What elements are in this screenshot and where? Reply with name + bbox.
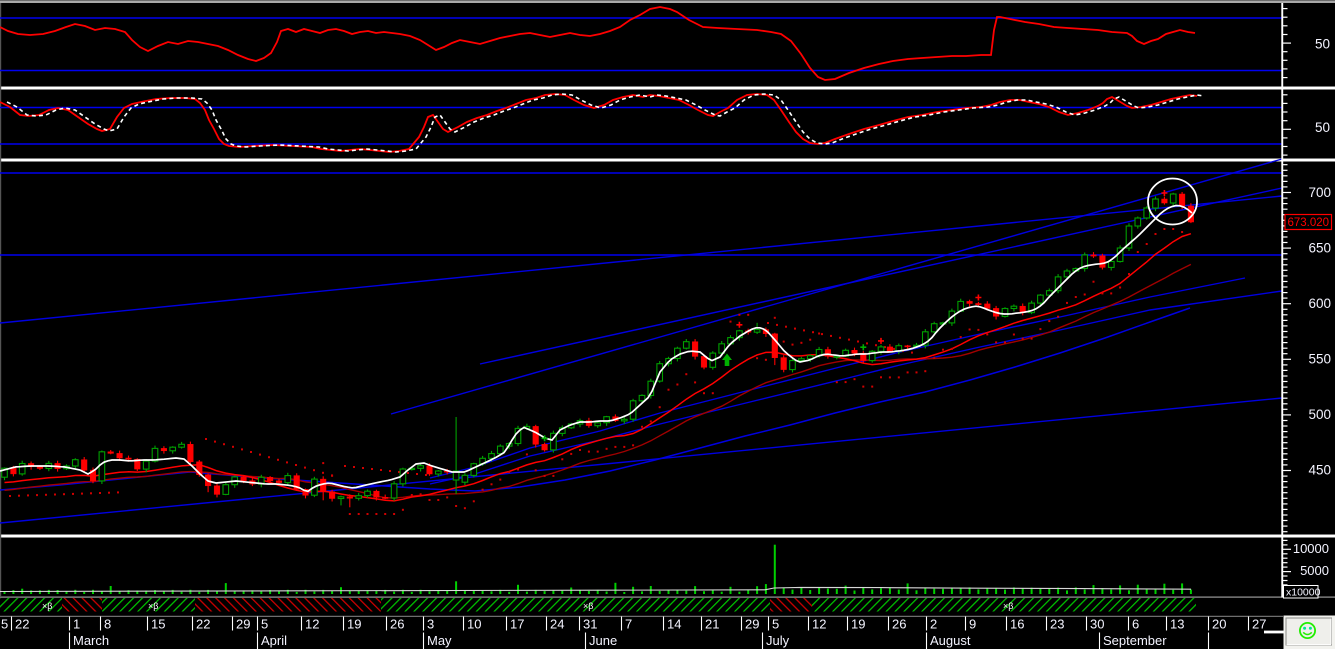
svg-text:50: 50 [1315, 120, 1330, 135]
svg-text:500: 500 [1308, 407, 1331, 422]
svg-text:7: 7 [625, 617, 632, 632]
svg-text:3: 3 [427, 617, 434, 632]
svg-text:19: 19 [851, 617, 865, 632]
svg-text:50: 50 [1315, 37, 1330, 52]
svg-text:x10000: x10000 [1286, 587, 1321, 599]
svg-text:29: 29 [236, 617, 250, 632]
svg-text:May: May [427, 633, 452, 648]
svg-text:12: 12 [812, 617, 826, 632]
svg-text:12: 12 [305, 617, 319, 632]
svg-text:April: April [261, 633, 287, 648]
svg-text:14: 14 [667, 617, 681, 632]
svg-text:5000: 5000 [1300, 563, 1329, 578]
svg-text:22: 22 [15, 617, 29, 632]
svg-text:31: 31 [583, 617, 597, 632]
svg-text:550: 550 [1308, 352, 1331, 367]
svg-text:21: 21 [705, 617, 719, 632]
svg-text:15: 15 [151, 617, 165, 632]
svg-text:6: 6 [1132, 617, 1139, 632]
svg-text:26: 26 [390, 617, 404, 632]
svg-text:22: 22 [196, 617, 210, 632]
svg-text:29: 29 [745, 617, 759, 632]
svg-text:650: 650 [1308, 241, 1331, 256]
svg-text:17: 17 [510, 617, 524, 632]
svg-text:700: 700 [1308, 185, 1331, 200]
svg-text:20: 20 [1212, 617, 1226, 632]
svg-text:450: 450 [1308, 463, 1331, 478]
svg-text:30: 30 [1090, 617, 1104, 632]
svg-text:5: 5 [772, 617, 779, 632]
svg-text:27: 27 [1252, 617, 1266, 632]
svg-text:26: 26 [892, 617, 906, 632]
svg-text:5: 5 [261, 617, 268, 632]
svg-text:16: 16 [1010, 617, 1024, 632]
svg-text:September: September [1103, 633, 1167, 648]
svg-text:19: 19 [347, 617, 361, 632]
svg-text:673.020: 673.020 [1288, 217, 1330, 229]
svg-text:×β: ×β [148, 601, 158, 611]
svg-text:24: 24 [550, 617, 564, 632]
svg-text:×β: ×β [42, 601, 52, 611]
svg-text:2: 2 [930, 617, 937, 632]
svg-text:×β: ×β [1003, 601, 1013, 611]
svg-text:June: June [589, 633, 617, 648]
svg-text:5: 5 [1, 617, 8, 632]
svg-text:July: July [766, 633, 790, 648]
svg-text:9: 9 [969, 617, 976, 632]
svg-text:13: 13 [1170, 617, 1184, 632]
svg-text:10000: 10000 [1293, 541, 1329, 556]
svg-text:23: 23 [1050, 617, 1064, 632]
svg-text:10: 10 [467, 617, 481, 632]
svg-text:8: 8 [104, 617, 111, 632]
svg-text:March: March [73, 633, 109, 648]
svg-text:August: August [930, 633, 971, 648]
svg-text:600: 600 [1308, 296, 1331, 311]
svg-text:×β: ×β [583, 601, 593, 611]
svg-text:1: 1 [73, 617, 80, 632]
